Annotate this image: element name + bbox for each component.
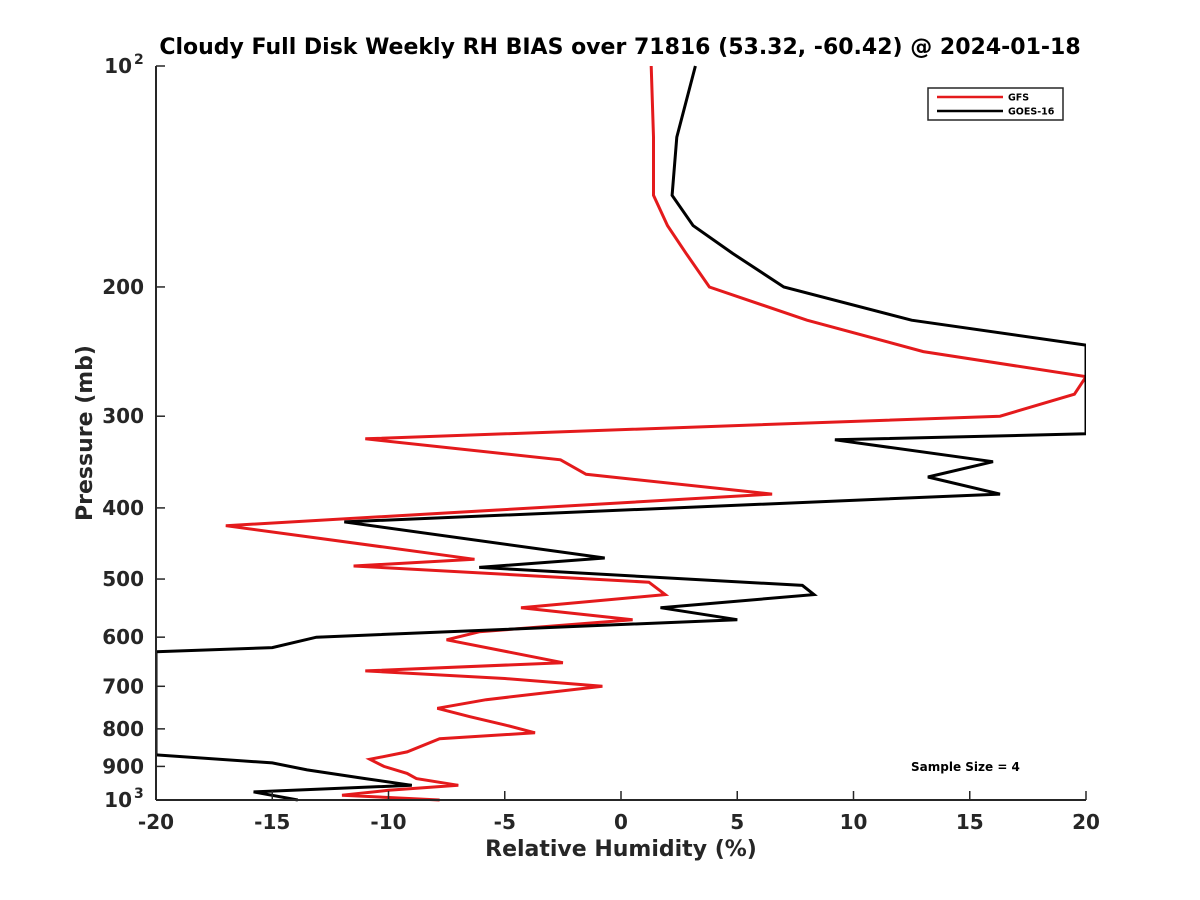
legend: GFS GOES-16: [927, 87, 1064, 121]
legend-label-gfs: GFS: [1008, 93, 1029, 104]
x-tick-label: -10: [370, 810, 406, 834]
x-axis-ticks: -20 -15 -10 -5 0 5 10 15 20: [138, 791, 1100, 834]
y-tick-label: 800: [102, 717, 144, 741]
y-tick-exponent: 3: [134, 786, 144, 802]
y-axis-label: Pressure (mb): [73, 345, 98, 521]
x-tick-label: 15: [956, 810, 984, 834]
y-tick-label: 10: [104, 54, 132, 78]
legend-box: [927, 87, 1064, 121]
x-tick-label: -20: [138, 810, 174, 834]
x-tick-label: 0: [614, 810, 628, 834]
x-tick-label: 20: [1072, 810, 1100, 834]
x-tick-label: -15: [254, 810, 290, 834]
legend-label-goes16: GOES-16: [1008, 107, 1055, 118]
y-tick-label: 900: [102, 754, 144, 778]
plot-lines: [156, 65, 1086, 802]
y-tick-label: 700: [102, 674, 144, 698]
series-line-gfs: [225, 65, 1086, 802]
x-tick-label: 5: [730, 810, 744, 834]
series-line-goes16: [156, 65, 1086, 802]
y-tick-label: 400: [102, 496, 144, 520]
x-tick-label: -5: [494, 810, 516, 834]
x-axis-label: Relative Humidity (%): [485, 837, 757, 862]
y-tick-label: 10: [104, 788, 132, 812]
y-tick-label: 300: [102, 404, 144, 428]
x-tick-label: 10: [840, 810, 868, 834]
chart-title: Cloudy Full Disk Weekly RH BIAS over 718…: [159, 35, 1080, 60]
y-tick-label: 200: [102, 275, 144, 299]
sample-size-annotation: Sample Size = 4: [911, 760, 1020, 774]
y-tick-exponent: 2: [134, 52, 144, 68]
y-tick-label: 600: [102, 625, 144, 649]
y-tick-label: 500: [102, 567, 144, 591]
